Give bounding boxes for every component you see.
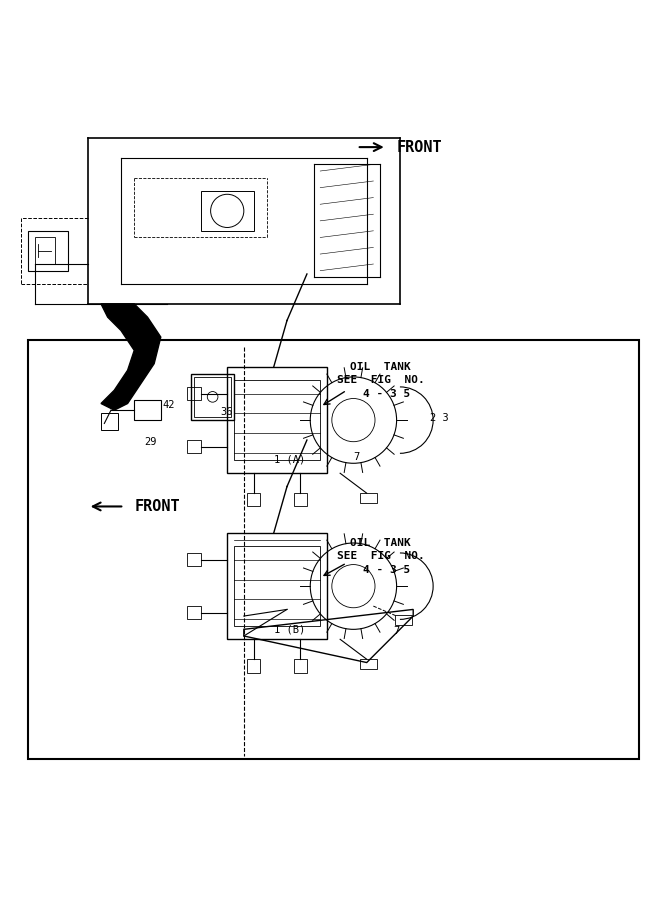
Bar: [360, 659, 377, 670]
Bar: [293, 659, 307, 672]
Bar: [101, 413, 117, 430]
Bar: [227, 367, 327, 473]
Bar: [396, 615, 412, 625]
Text: SEE  FIG  NO.: SEE FIG NO.: [337, 552, 425, 562]
Text: FRONT: FRONT: [397, 140, 442, 155]
Bar: [194, 377, 231, 417]
Text: 1 (B): 1 (B): [273, 625, 305, 634]
Bar: [187, 606, 201, 619]
Bar: [28, 230, 68, 271]
Text: SEE  FIG  NO.: SEE FIG NO.: [337, 375, 425, 385]
Bar: [247, 659, 260, 672]
Bar: [134, 400, 161, 420]
Bar: [227, 533, 327, 639]
Text: 7: 7: [394, 626, 400, 635]
Bar: [187, 553, 201, 566]
Bar: [247, 493, 260, 507]
Text: 29: 29: [144, 437, 157, 447]
Text: 42: 42: [163, 400, 175, 410]
Bar: [201, 191, 253, 230]
Bar: [28, 340, 639, 759]
Polygon shape: [101, 304, 161, 410]
Bar: [234, 546, 320, 626]
Text: 36: 36: [221, 407, 233, 417]
Bar: [187, 387, 201, 400]
Text: OIL  TANK: OIL TANK: [350, 362, 411, 372]
Bar: [187, 440, 201, 454]
Bar: [293, 493, 307, 507]
Text: OIL  TANK: OIL TANK: [350, 538, 411, 548]
Bar: [191, 374, 234, 420]
Text: FRONT: FRONT: [134, 499, 180, 514]
Bar: [360, 493, 377, 503]
Text: 2 3: 2 3: [430, 413, 449, 423]
Text: 4 - 3 5: 4 - 3 5: [364, 564, 411, 574]
Text: 7: 7: [354, 452, 360, 462]
Bar: [234, 381, 320, 460]
Text: 1 (A): 1 (A): [273, 455, 305, 465]
Bar: [35, 238, 55, 264]
Text: 4 - 3 5: 4 - 3 5: [364, 389, 411, 399]
